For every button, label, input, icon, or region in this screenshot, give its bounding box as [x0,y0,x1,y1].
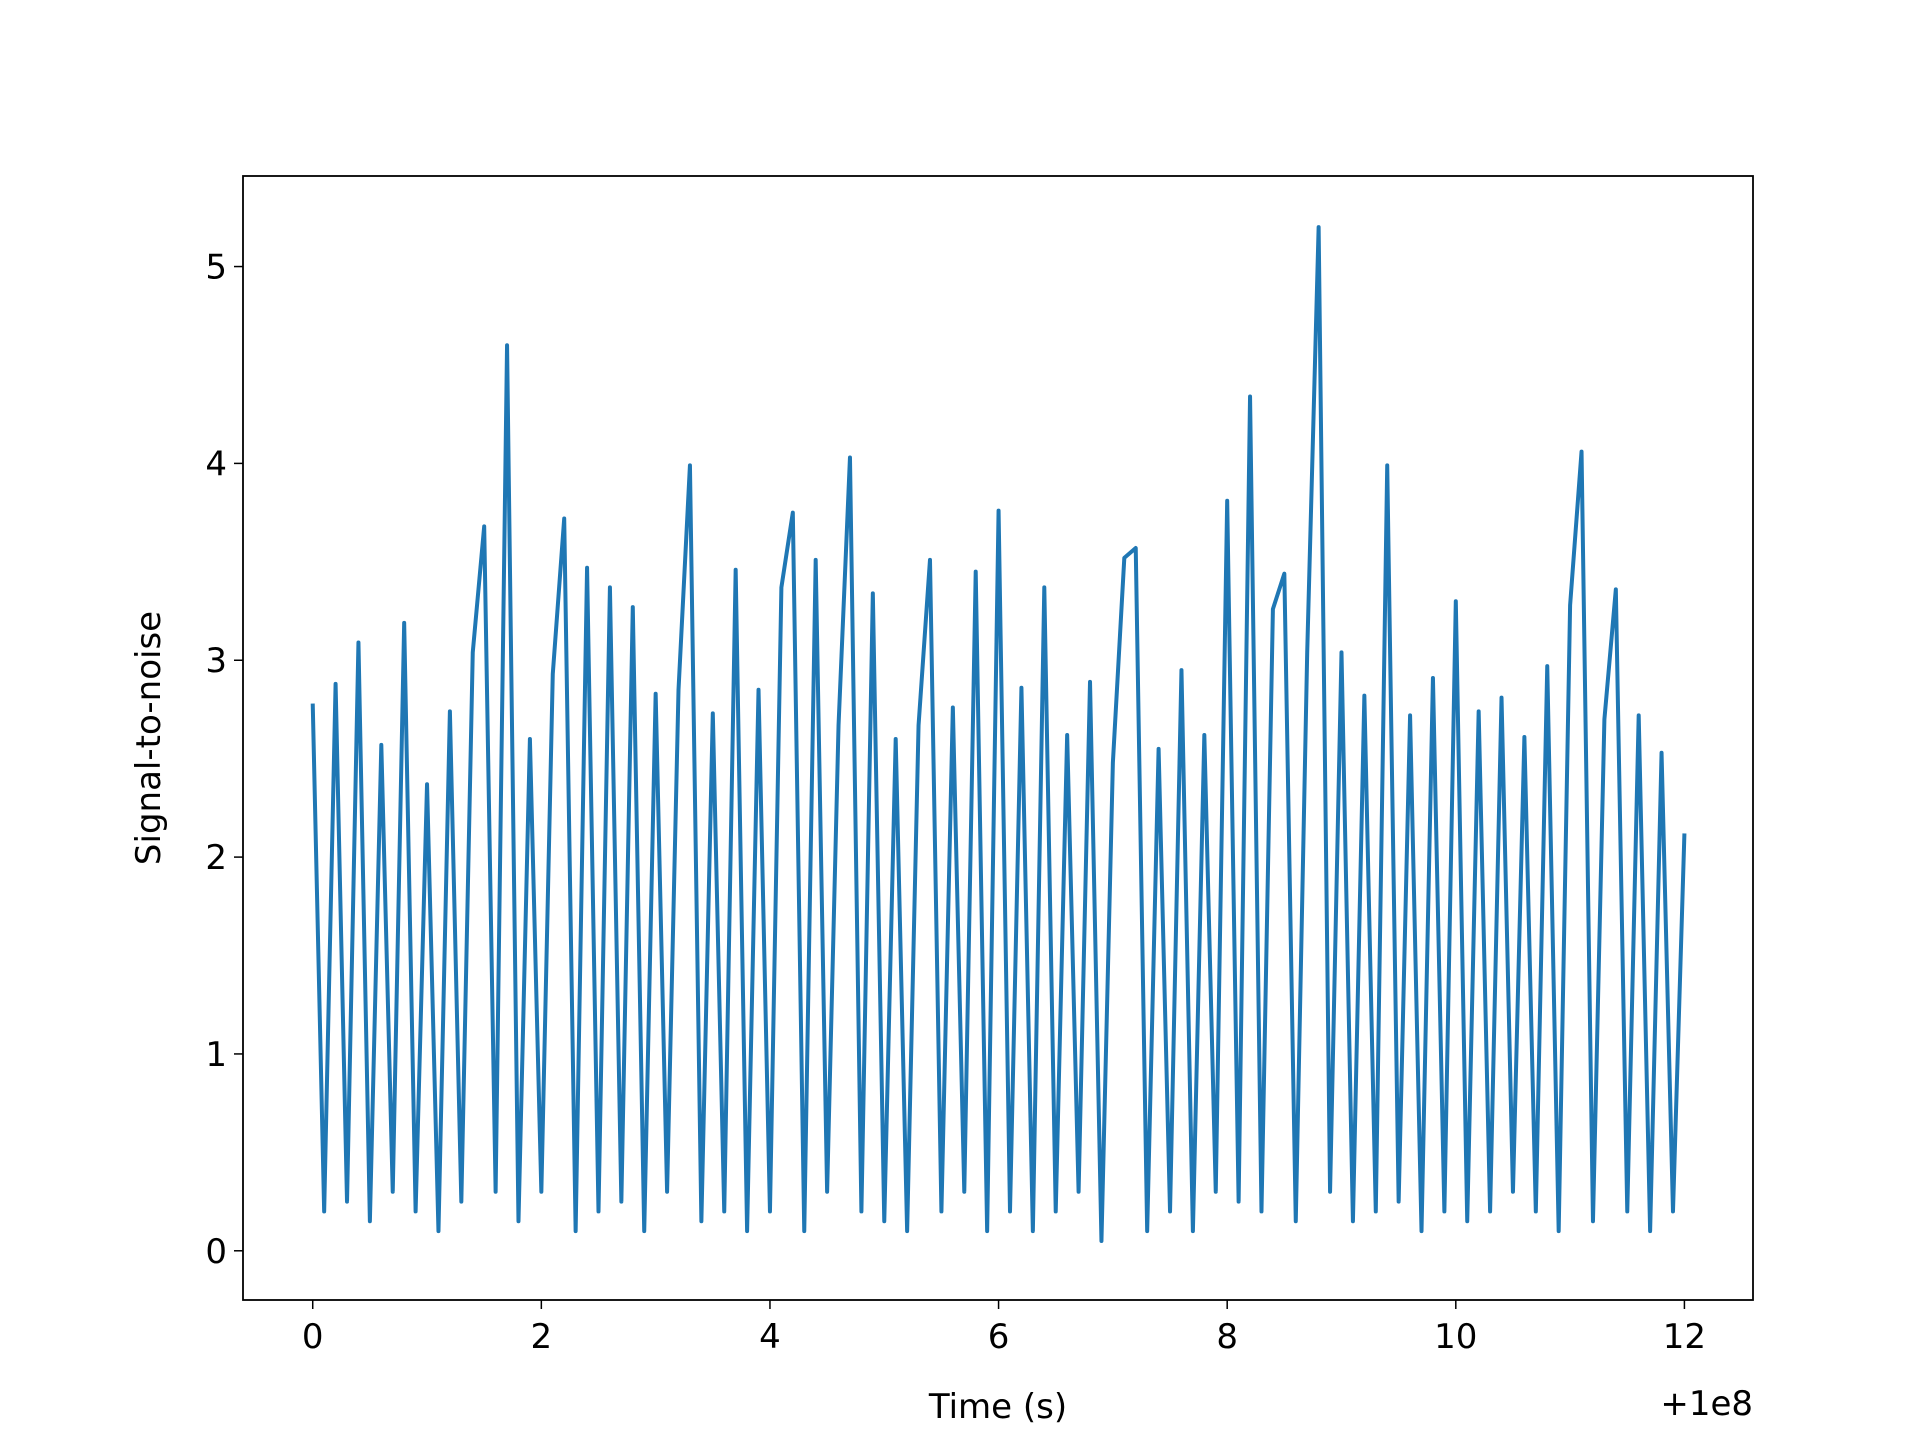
x-axis-label: Time (s) [928,1387,1067,1427]
y-axis-label: Signal-to-noise [129,611,169,865]
y-tick-label: 2 [205,838,227,878]
y-tick-label: 3 [205,641,227,681]
x-offset-label: +1e8 [1660,1384,1753,1424]
x-tick-label: 10 [1434,1317,1477,1357]
x-tick-label: 12 [1663,1317,1706,1357]
x-tick-label: 0 [302,1317,324,1357]
y-tick-label: 4 [205,444,227,484]
plot-frame [242,175,1754,1301]
x-tick-label: 2 [531,1317,553,1357]
x-tick-label: 6 [988,1317,1010,1357]
y-tick-label: 5 [205,248,227,288]
x-tick-label: 8 [1216,1317,1238,1357]
y-tick-label: 0 [205,1232,227,1272]
x-tick-label: 4 [759,1317,781,1357]
line-series [310,225,1687,1243]
y-tick-label: 1 [205,1035,227,1075]
